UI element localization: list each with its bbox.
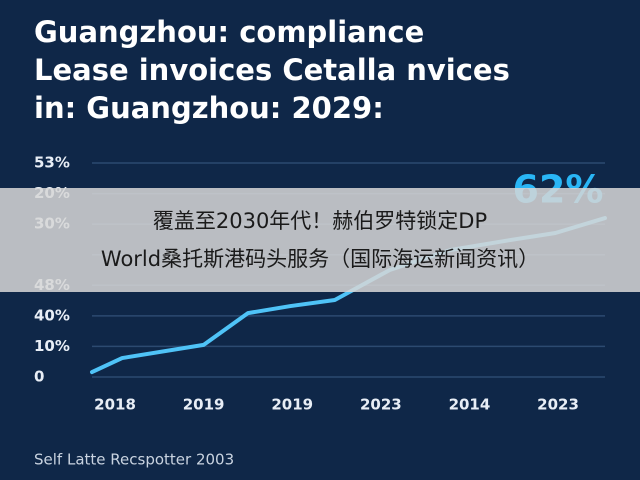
- x-tick-label: 2023: [360, 396, 402, 414]
- x-tick-label: 2023: [537, 396, 579, 414]
- footer: Self Latte Recspotter 2003: [34, 451, 234, 469]
- chart-title: in: Guangzhou: 2029:: [34, 91, 384, 125]
- chart-title: Lease invoices Cetalla nvices: [34, 53, 510, 87]
- y-tick-label: 40%: [34, 306, 70, 324]
- x-tick-label: 2014: [449, 396, 491, 414]
- y-tick-label: 10%: [34, 337, 70, 355]
- banner: [0, 188, 640, 292]
- y-tick-label: 53%: [34, 154, 70, 172]
- y-tick-label: 0: [34, 368, 44, 386]
- banner-text: 覆盖至2030年代！赫伯罗特锁定DP: [153, 209, 487, 233]
- x-tick-label: 2019: [271, 396, 313, 414]
- x-tick-label: 2019: [183, 396, 225, 414]
- chart-title: Guangzhou: compliance: [34, 15, 424, 49]
- x-tick-label: 2018: [94, 396, 136, 414]
- banner-text: World桑托斯港码头服务（国际海运新闻资讯）: [101, 247, 539, 271]
- banner-layer: 覆盖至2030年代！赫伯罗特锁定DP World桑托斯港码头服务（国际海运新闻资讯…: [0, 188, 640, 292]
